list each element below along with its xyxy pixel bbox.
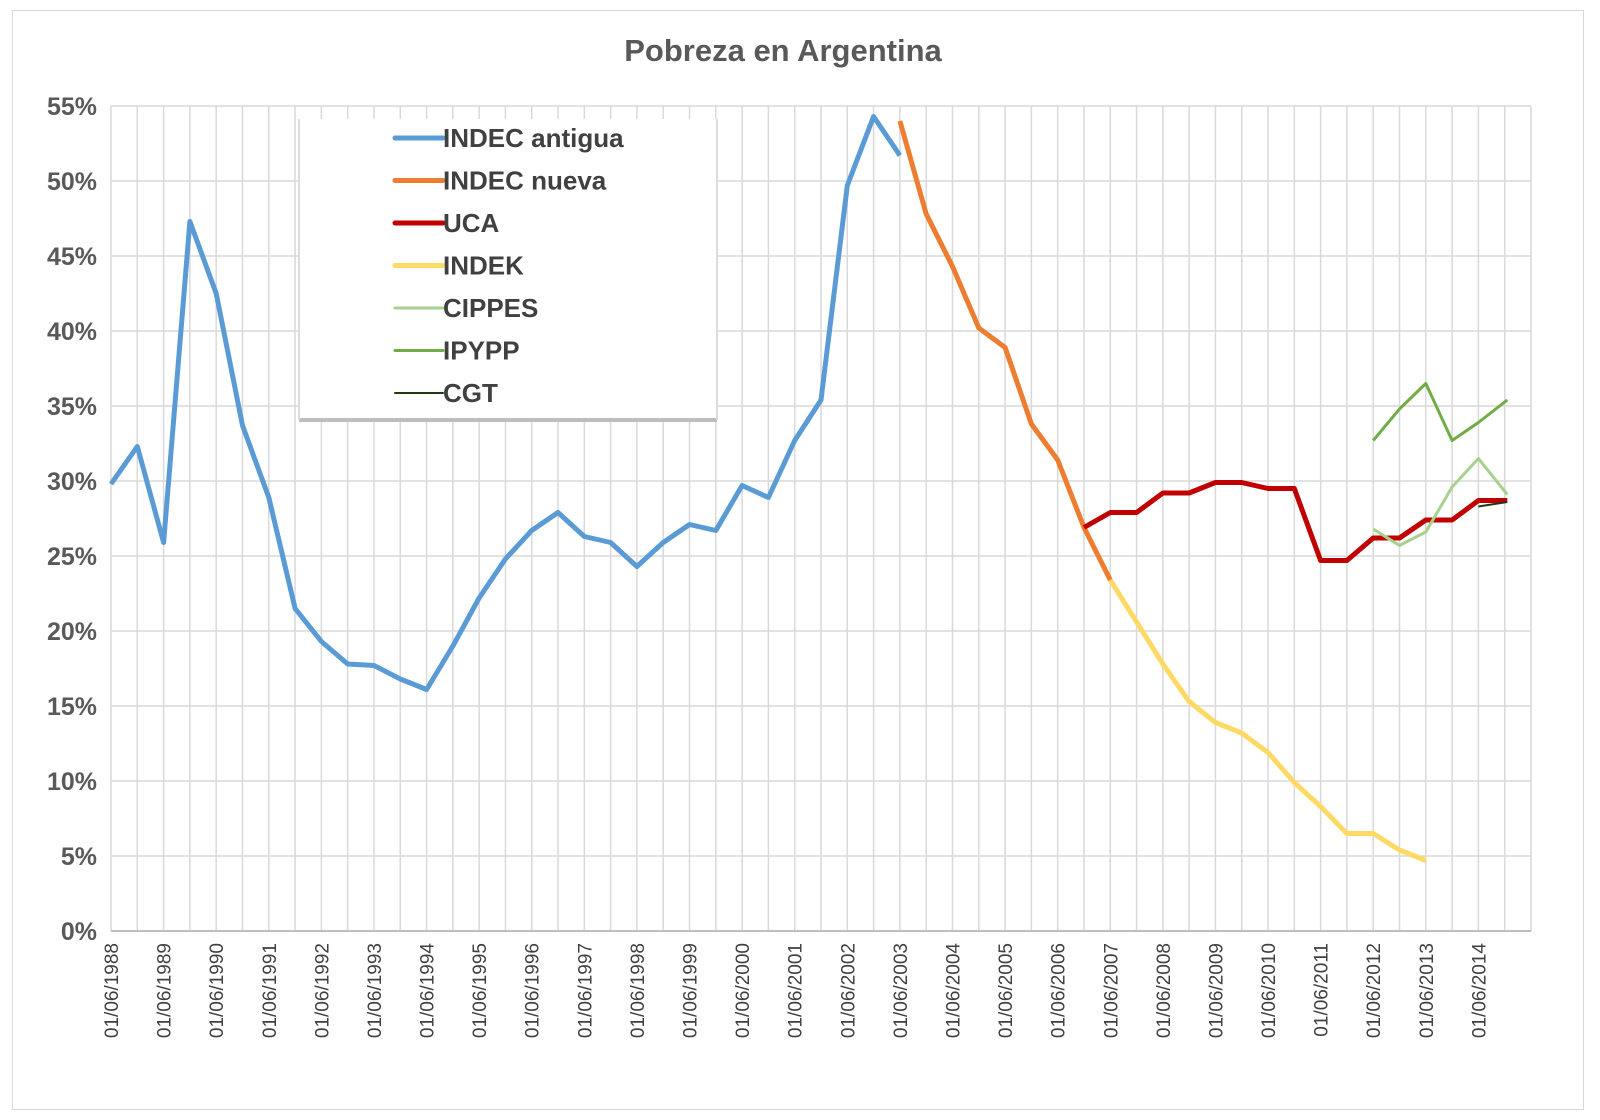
x-tick-label: 01/06/2014 (1469, 943, 1490, 1039)
legend: INDEC antigua INDEC nueva UCA INDEK CIPPES IP… (298, 119, 718, 422)
y-tick-label: 40% (47, 318, 97, 346)
y-tick-label: 45% (47, 243, 97, 271)
x-tick-label: 01/06/2005 (996, 943, 1017, 1038)
legend-label: UCA (443, 208, 500, 238)
legend-label: CGT (443, 378, 498, 408)
legend-label: CIPPES (443, 293, 538, 323)
x-axis-ticks: 01/06/1988 01/06/1989 01/06/1990 01/06/1991… (102, 943, 1490, 1039)
x-tick-label: 01/06/2002 (838, 943, 859, 1038)
series-line-indek (1108, 578, 1427, 863)
series-lines (108, 114, 1509, 863)
x-tick-label: 01/06/1998 (628, 943, 649, 1038)
series-line-indec-antigua (108, 114, 902, 692)
series-line-indec-nueva (897, 120, 1113, 582)
x-tick-label: 01/06/2013 (1417, 943, 1438, 1038)
x-tick-label: 01/06/2009 (1206, 943, 1227, 1038)
chart-title: Pobreza en Argentina (624, 33, 942, 68)
y-tick-label: 55% (47, 93, 97, 121)
x-tick-label: 01/06/1988 (102, 943, 123, 1038)
series-line-uca (1082, 480, 1508, 563)
x-tick-label: 01/06/2010 (1259, 943, 1280, 1038)
y-tick-label: 15% (47, 693, 97, 721)
x-tick-label: 01/06/2003 (891, 943, 912, 1038)
x-tick-label: 01/06/2008 (1154, 943, 1175, 1038)
series-line-ipypp (1372, 382, 1509, 442)
gridlines (110, 105, 1532, 932)
x-tick-label: 01/06/2004 (943, 943, 964, 1039)
y-tick-label: 0% (61, 918, 97, 946)
x-tick-label: 01/06/1995 (470, 943, 491, 1038)
x-tick-label: 01/06/1996 (523, 943, 544, 1038)
legend-box (299, 119, 717, 421)
y-tick-label: 25% (47, 543, 97, 571)
x-tick-label: 01/06/1990 (207, 943, 228, 1038)
x-tick-label: 01/06/1997 (575, 943, 596, 1038)
y-tick-label: 20% (47, 618, 97, 646)
chart: Pobreza en Argentina 0% 5% 10% 15% 20% 25% 30%… (47, 33, 1532, 1039)
x-tick-label: 01/06/1991 (260, 943, 281, 1038)
x-tick-label: 01/06/1993 (365, 943, 386, 1038)
x-tick-label: 01/06/2000 (733, 943, 754, 1038)
y-axis-ticks: 0% 5% 10% 15% 20% 25% 30% 35% 40% 45% 50% 55% (47, 93, 97, 946)
legend-label: INDEC antigua (443, 123, 624, 153)
y-tick-label: 35% (47, 393, 97, 421)
x-tick-label: 01/06/2001 (786, 943, 807, 1038)
y-tick-label: 10% (47, 768, 97, 796)
x-tick-label: 01/06/1994 (418, 943, 439, 1039)
series-line-cgt (1478, 501, 1508, 508)
x-tick-label: 01/06/1999 (681, 943, 702, 1038)
legend-label: INDEC nueva (443, 166, 607, 196)
x-tick-label: 01/06/2012 (1364, 943, 1385, 1038)
series-line-cippes (1372, 457, 1509, 547)
legend-label: IPYPP (443, 336, 520, 366)
x-tick-label: 01/06/1989 (155, 943, 176, 1038)
chart-frame: Pobreza en Argentina 0% 5% 10% 15% 20% 25% 30%… (12, 10, 1584, 1110)
y-tick-label: 50% (47, 168, 97, 196)
x-tick-label: 01/06/2007 (1101, 943, 1122, 1038)
x-tick-label: 01/06/2011 (1312, 943, 1333, 1037)
legend-label: INDEK (443, 251, 524, 281)
x-tick-label: 01/06/2006 (1049, 943, 1070, 1038)
y-tick-label: 30% (47, 468, 97, 496)
y-tick-label: 5% (61, 843, 97, 871)
x-tick-label: 01/06/1992 (312, 943, 333, 1038)
